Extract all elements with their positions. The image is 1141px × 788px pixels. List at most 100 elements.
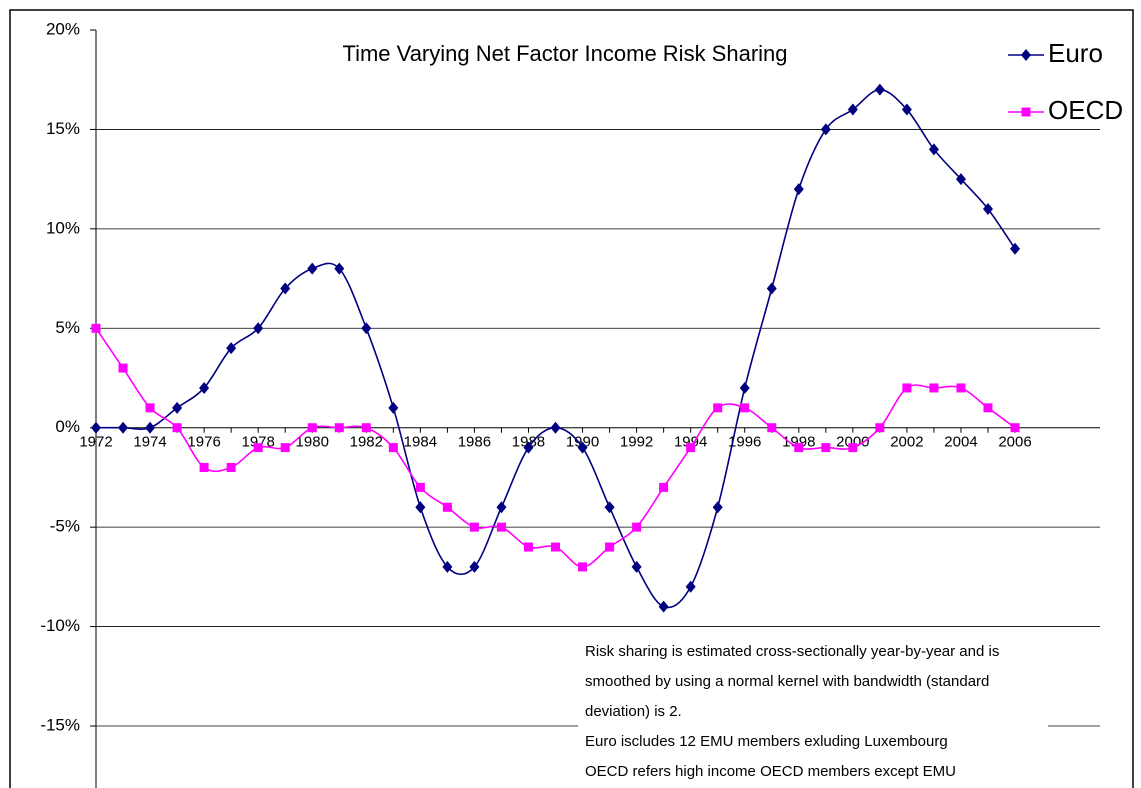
point [956, 383, 966, 393]
annotation: smoothed by using a normal kernel with b… [585, 673, 989, 690]
annotation-box [578, 640, 1048, 788]
point [172, 423, 182, 433]
x-tick-label: 2002 [890, 434, 923, 451]
point [334, 262, 345, 275]
point [253, 322, 264, 335]
point [118, 363, 128, 373]
point [118, 421, 129, 434]
point [928, 143, 939, 156]
point [226, 462, 236, 472]
point [902, 383, 912, 393]
x-tick-label: 1998 [782, 434, 815, 451]
point [713, 403, 723, 413]
point [929, 383, 939, 393]
y-tick-label: 0% [55, 417, 80, 436]
legend-marker [1021, 107, 1031, 117]
chart-title: Time Varying Net Factor Income Risk Shar… [342, 41, 787, 66]
point [982, 202, 993, 215]
point [983, 403, 993, 413]
point [361, 322, 372, 335]
point [388, 401, 399, 414]
point [334, 423, 344, 433]
point [523, 542, 533, 552]
point [199, 381, 210, 394]
point [658, 600, 669, 613]
point [847, 103, 858, 116]
x-tick-label: 1980 [296, 434, 329, 451]
point [388, 443, 398, 453]
point [767, 423, 777, 433]
x-tick-label: 2000 [836, 434, 869, 451]
legend-label: Euro [1048, 38, 1103, 68]
point [578, 562, 588, 572]
x-tick-label: 1976 [187, 434, 220, 451]
point [686, 443, 696, 453]
point [145, 421, 156, 434]
point [442, 502, 452, 512]
point [875, 423, 885, 433]
point [901, 103, 912, 116]
annotation: OECD refers high income OECD members exc… [585, 763, 956, 780]
point [226, 342, 237, 355]
x-tick-label: 1972 [79, 434, 112, 451]
legend-label: OECD [1048, 95, 1123, 125]
point [821, 443, 831, 453]
point [712, 501, 723, 514]
point [496, 501, 507, 514]
point [496, 522, 506, 532]
point [1010, 242, 1021, 255]
point [605, 542, 615, 552]
x-tick-label: 1986 [458, 434, 491, 451]
y-tick-label: 20% [46, 19, 80, 38]
point [740, 403, 750, 413]
point [848, 443, 858, 453]
point [91, 421, 101, 434]
point [632, 522, 642, 532]
point [604, 501, 615, 514]
point [685, 580, 696, 593]
point [280, 443, 290, 453]
annotation: deviation) is 2. [585, 703, 682, 720]
point [820, 123, 831, 136]
point [793, 183, 804, 196]
point [91, 323, 101, 333]
point [415, 501, 426, 514]
x-tick-label: 1996 [728, 434, 761, 451]
y-tick-label: -15% [40, 715, 80, 734]
point [442, 560, 453, 573]
annotation: Euro iscludes 12 EMU members exluding Lu… [585, 733, 948, 750]
point [307, 423, 317, 433]
x-tick-label: 2004 [944, 434, 977, 451]
y-tick-label: 5% [55, 318, 80, 337]
y-tick-label: 10% [46, 218, 80, 237]
point [307, 262, 318, 275]
point [1010, 423, 1020, 433]
point [415, 482, 425, 492]
point [469, 560, 480, 573]
point [172, 401, 183, 414]
point [199, 462, 209, 472]
point [523, 441, 534, 454]
x-tick-label: 1994 [674, 434, 707, 451]
point [794, 443, 804, 453]
point [145, 403, 155, 413]
point [631, 560, 642, 573]
point [280, 282, 291, 295]
point [253, 443, 263, 453]
x-tick-label: 1982 [350, 434, 383, 451]
point [361, 423, 371, 433]
y-tick-label: 15% [46, 119, 80, 138]
point [766, 282, 777, 295]
point [469, 522, 479, 532]
annotation: Risk sharing is estimated cross-sectiona… [585, 643, 999, 660]
legend-marker [1021, 49, 1031, 61]
x-tick-label: 1974 [133, 434, 166, 451]
point [550, 421, 561, 434]
point [874, 83, 885, 96]
point [551, 542, 561, 552]
point [955, 173, 966, 186]
x-tick-label: 1984 [404, 434, 437, 451]
point [739, 381, 750, 394]
point [577, 441, 588, 454]
